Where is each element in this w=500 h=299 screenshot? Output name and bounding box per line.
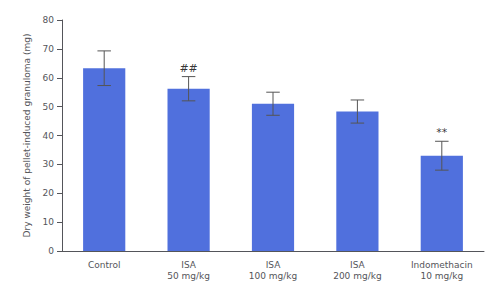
svg-text:ISA: ISA xyxy=(181,260,197,270)
svg-text:ISA: ISA xyxy=(266,260,282,270)
svg-text:##: ## xyxy=(179,62,197,75)
svg-text:30: 30 xyxy=(43,159,55,169)
svg-text:40: 40 xyxy=(43,131,55,141)
svg-text:50: 50 xyxy=(43,102,55,112)
svg-text:80: 80 xyxy=(43,15,55,25)
svg-text:0: 0 xyxy=(48,246,54,256)
svg-text:**: ** xyxy=(436,126,448,139)
svg-text:60: 60 xyxy=(43,73,55,83)
svg-text:10 mg/kg: 10 mg/kg xyxy=(420,271,463,281)
svg-text:20: 20 xyxy=(43,188,55,198)
svg-text:ISA: ISA xyxy=(350,260,366,270)
svg-text:Control: Control xyxy=(88,260,121,270)
svg-text:200 mg/kg: 200 mg/kg xyxy=(333,271,381,281)
svg-text:70: 70 xyxy=(43,44,55,54)
svg-text:Indomethacin: Indomethacin xyxy=(411,260,473,270)
svg-text:10: 10 xyxy=(43,217,55,227)
svg-text:Dry weight of pellet-induced g: Dry weight of pellet-induced granuloma (… xyxy=(22,34,32,238)
svg-text:50 mg/kg: 50 mg/kg xyxy=(167,271,210,281)
svg-text:100 mg/kg: 100 mg/kg xyxy=(249,271,297,281)
